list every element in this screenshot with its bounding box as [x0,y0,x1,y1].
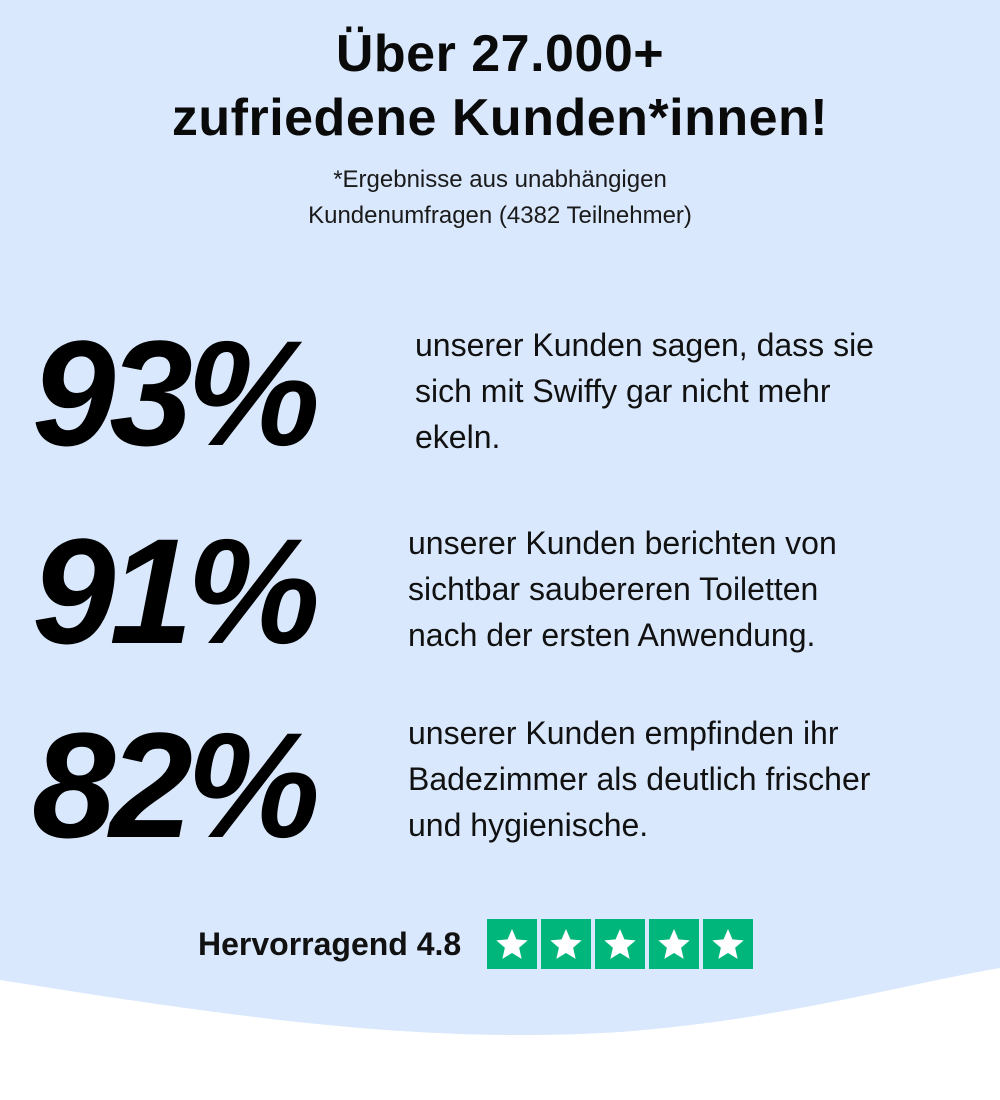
stat-description-line: und hygienische. [408,807,649,843]
stat-description: unserer Kunden berichten von sichtbar sa… [408,520,983,658]
headline: Über 27.000+ zufriedene Kunden*innen! [0,22,1000,150]
headline-line-1: Über 27.000+ [335,25,665,83]
stat-row-91: 91% unserer Kunden berichten von sichtba… [0,516,1000,666]
survey-note: *Ergebnisse aus unabhängigen Kundenumfra… [0,162,1000,234]
star-icon [541,919,592,969]
star-icon [487,919,538,969]
survey-note-line-2: Kundenumfragen (4382 Teilnehmer) [308,202,692,229]
bottom-wave [0,968,1000,1100]
stat-value: 82% [32,701,320,869]
stat-description: unserer Kunden sagen, dass sie sich mit … [415,322,990,460]
stat-description-line: sich mit Swiffy gar nicht mehr [415,373,831,409]
stat-description-line: Badezimmer als deutlich frischer [408,761,871,797]
star-icon [595,919,646,969]
rating-label: Hervorragend 4.8 [198,925,462,962]
stat-value: 91% [32,507,320,675]
stat-value: 93% [32,309,320,477]
rating-stars [487,919,754,969]
star-icon [649,919,700,969]
header: Über 27.000+ zufriedene Kunden*innen! *E… [0,22,1000,234]
stat-description-line: nach der ersten Anwendung. [408,617,816,653]
stat-row-93: 93% unserer Kunden sagen, dass sie sich … [0,318,1000,468]
stat-description-line: unserer Kunden sagen, dass sie [415,327,874,363]
stat-description-line: unserer Kunden berichten von [408,525,837,561]
stat-row-82: 82% unserer Kunden empfinden ihr Badezim… [0,710,1000,860]
stat-description-line: ekeln. [415,419,501,455]
stat-description: unserer Kunden empfinden ihr Badezimmer … [408,710,983,848]
headline-line-2: zufriedene Kunden*innen! [171,89,829,147]
star-icon [703,919,754,969]
stat-description-line: sichtbar saubereren Toiletten [408,571,819,607]
survey-note-line-1: *Ergebnisse aus unabhängigen [333,166,667,193]
stat-description-line: unserer Kunden empfinden ihr [408,715,839,751]
trust-rating: Hervorragend 4.8 [198,918,754,970]
